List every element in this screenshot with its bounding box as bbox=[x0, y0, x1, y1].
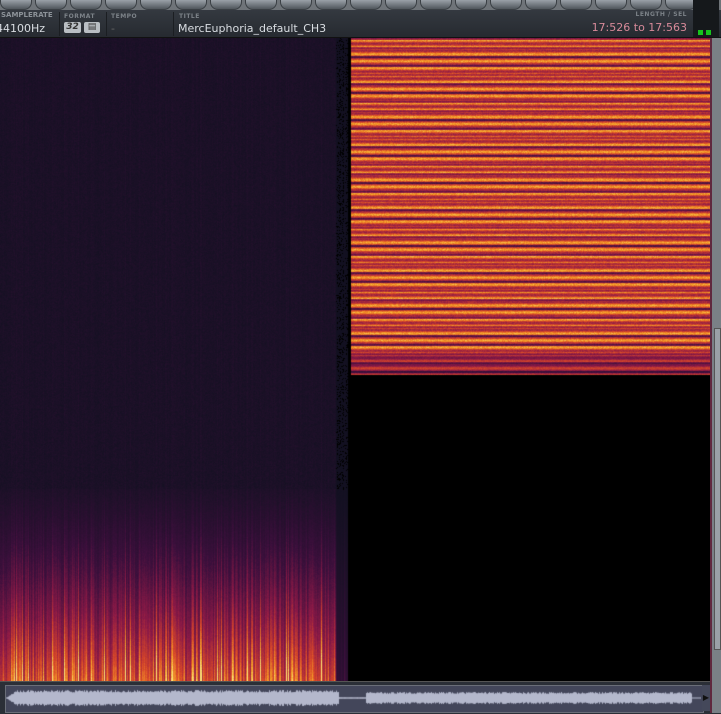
format-label: FORMAT bbox=[64, 13, 95, 20]
toolbar-button[interactable] bbox=[525, 0, 557, 10]
toolbar-button[interactable] bbox=[245, 0, 277, 10]
info-bar: SAMPLERATE 44100Hz FORMAT 32 ▤ TEMPO - T… bbox=[0, 10, 721, 38]
toolbar-button[interactable] bbox=[280, 0, 312, 10]
toolbar bbox=[0, 0, 721, 10]
toolbar-button[interactable] bbox=[140, 0, 172, 10]
tempo-value: - bbox=[111, 22, 115, 35]
toolbar-button[interactable] bbox=[560, 0, 592, 10]
tempo-label: TEMPO bbox=[111, 13, 137, 20]
toolbar-button[interactable] bbox=[630, 0, 662, 10]
toolbar-button[interactable] bbox=[175, 0, 207, 10]
title-value: MercEuphoria_default_CH3 bbox=[178, 22, 326, 35]
toolbar-button[interactable] bbox=[210, 0, 242, 10]
triangle-right-icon[interactable]: ▶ bbox=[702, 685, 710, 711]
toolbar-button[interactable] bbox=[595, 0, 627, 10]
spectrogram-view[interactable] bbox=[0, 38, 710, 681]
format-bits-button[interactable]: 32 bbox=[64, 22, 81, 33]
toolbar-button[interactable] bbox=[420, 0, 452, 10]
vertical-scrollbar[interactable] bbox=[710, 38, 721, 713]
waveform[interactable] bbox=[6, 686, 701, 710]
waveform-overview[interactable]: ▶ bbox=[0, 681, 710, 714]
length-selection-value: 17:526 to 17:563 bbox=[592, 21, 687, 34]
toolbar-button[interactable] bbox=[105, 0, 137, 10]
toolbar-button[interactable] bbox=[385, 0, 417, 10]
toolbar-button[interactable] bbox=[490, 0, 522, 10]
scrollbar-thumb[interactable] bbox=[714, 328, 721, 650]
toolbar-button[interactable] bbox=[350, 0, 382, 10]
toolbar-button[interactable] bbox=[315, 0, 347, 10]
samplerate-label: SAMPLERATE bbox=[1, 11, 53, 19]
clipboard-icon[interactable]: ▤ bbox=[84, 22, 100, 33]
level-meter bbox=[693, 0, 719, 37]
toolbar-button[interactable] bbox=[70, 0, 102, 10]
title-label: TITLE bbox=[179, 13, 200, 20]
toolbar-button[interactable] bbox=[35, 0, 67, 10]
toolbar-button[interactable] bbox=[0, 0, 32, 10]
toolbar-button[interactable] bbox=[455, 0, 487, 10]
length-label: LENGTH / SEL bbox=[636, 11, 688, 18]
samplerate-value: 44100Hz bbox=[0, 22, 45, 35]
